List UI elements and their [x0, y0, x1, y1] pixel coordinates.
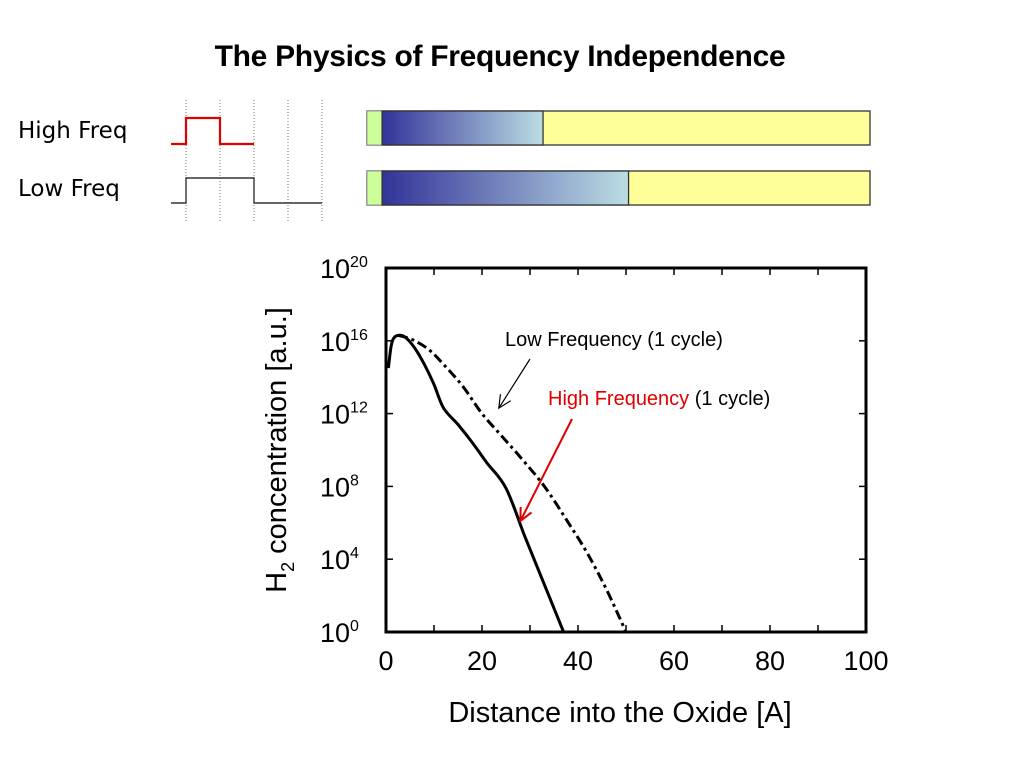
low-frequency-annotation-text: Low Frequency (1 cycle): [505, 329, 723, 351]
high-freq-waveform: [171, 116, 254, 146]
x-tick-label: 100: [843, 646, 888, 676]
x-tick-label: 40: [563, 646, 593, 676]
y-tick-label: 104: [320, 545, 359, 575]
x-tick-label: 0: [378, 646, 393, 676]
x-tick-label: 20: [467, 646, 497, 676]
y-tick-label: 1016: [320, 327, 368, 357]
plot-frame: [384, 266, 868, 634]
high-frequency-diffusion: [381, 110, 544, 146]
low-frequency-series: [397, 333, 628, 633]
high-freq-label: High Freq: [18, 118, 128, 144]
high-frequency-annotation-text: High Frequency (1 cycle): [548, 388, 770, 410]
y-tick-label: 100: [320, 618, 359, 648]
low-freq-waveform: [171, 177, 322, 204]
x-tick-label: 80: [755, 646, 785, 676]
low-frequency-annotation-arrow-line: [498, 358, 531, 409]
y-tick-label: 1012: [320, 400, 368, 430]
y-axis-label: H2 concentration [a.u.]: [261, 307, 298, 593]
low-frequency-diffusion: [381, 170, 630, 206]
y-tick-label: 108: [320, 472, 359, 502]
x-axis-label: Distance into the Oxide [A]: [448, 697, 791, 729]
diffusion-bars: [366, 110, 871, 206]
slide-title: The Physics of Frequency Independence: [214, 40, 786, 73]
low-frequency-annotation-arrow-head: [498, 394, 512, 410]
waveform-diagram: [171, 100, 323, 222]
low-freq-label: Low Freq: [18, 176, 120, 202]
y-tick-label: 1020: [320, 254, 368, 284]
x-tick-label: 60: [659, 646, 689, 676]
high-frequency-annotation-arrow-line: [519, 418, 573, 522]
high-frequency-series: [386, 333, 565, 633]
high-frequency-annotation-arrow-head: [519, 506, 533, 524]
